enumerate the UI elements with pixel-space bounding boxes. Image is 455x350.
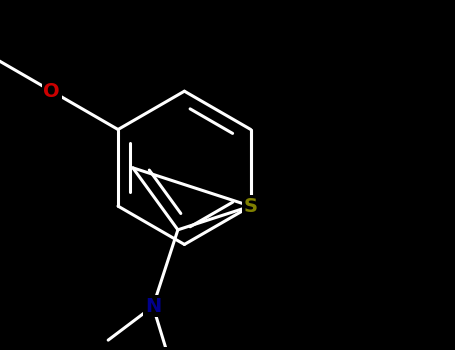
Text: O: O [43,82,60,101]
Text: N: N [145,297,161,316]
Text: S: S [244,197,258,216]
